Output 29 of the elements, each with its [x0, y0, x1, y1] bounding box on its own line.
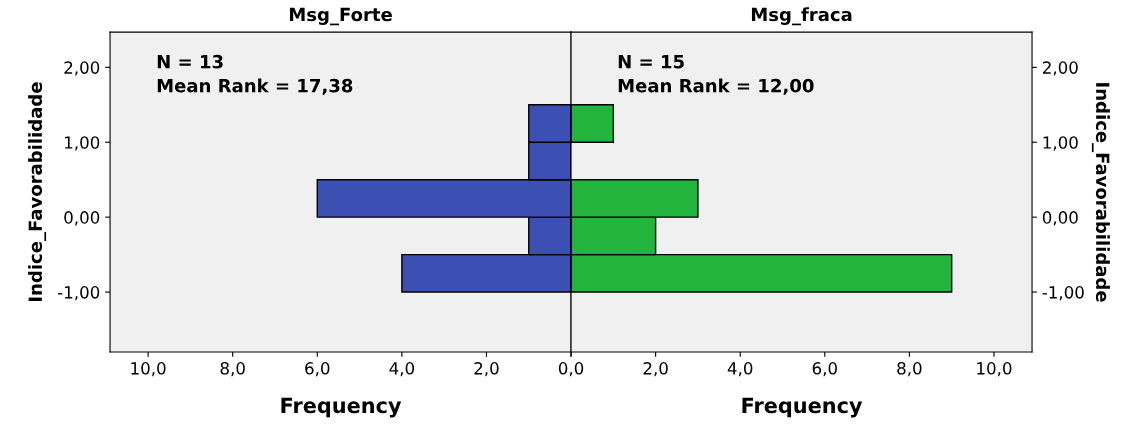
y-tick-label: -1,00 — [1042, 286, 1084, 301]
x-tick-label: 8,0 — [897, 362, 922, 377]
annotation: Mean Rank = 17,38 — [157, 78, 353, 95]
x-tick-label: 10,0 — [977, 362, 1012, 377]
chart-title: Msg_Forte — [289, 7, 392, 26]
y-axis-title: Indice_Favorabilidade — [1091, 83, 1110, 302]
y-tick-label: 0,00 — [64, 211, 100, 226]
x-axis-title: Frequency — [281, 397, 402, 418]
annotation: N = 13 — [157, 54, 223, 69]
y-tick-label: 2,00 — [64, 61, 100, 76]
annotation: Mean Rank = 12,00 — [618, 78, 814, 95]
x-tick-label: 4,0 — [389, 362, 415, 377]
x-tick-label: 6,0 — [305, 362, 330, 377]
y-axis-title: Indice_Favorabilidade — [28, 82, 47, 301]
chart-title: Msg_fraca — [751, 7, 852, 26]
y-tick-label: 0,00 — [1042, 211, 1078, 226]
x-tick-label: 6,0 — [812, 362, 837, 377]
x-tick-label: 4,0 — [727, 362, 753, 377]
x-tick-label: 10,0 — [131, 362, 166, 377]
y-tick-label: -1,00 — [58, 286, 100, 301]
y-tick-label: 1,00 — [1043, 136, 1078, 151]
annotation: N = 15 — [618, 55, 684, 69]
x-tick-label: 0,0 — [558, 362, 584, 377]
y-tick-label: 1,00 — [65, 136, 100, 151]
x-tick-label: 2,0 — [643, 362, 668, 377]
y-tick-label: 2,00 — [1042, 61, 1078, 76]
x-tick-label: 2,0 — [474, 362, 499, 377]
x-axis-title: Frequency — [742, 397, 863, 418]
x-tick-label: 8,0 — [220, 362, 245, 377]
